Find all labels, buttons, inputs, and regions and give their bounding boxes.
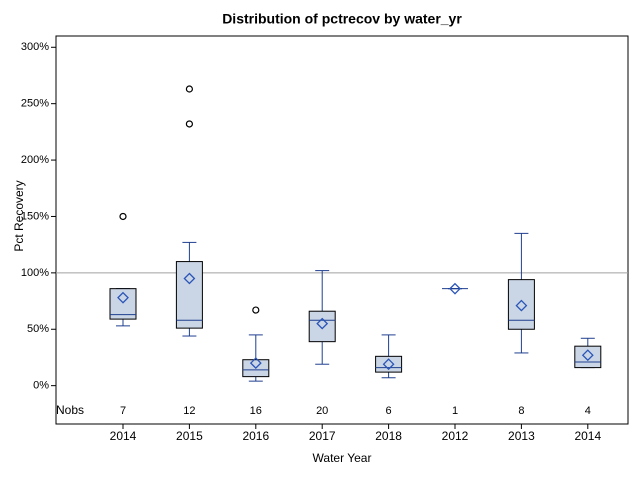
x-tick-label: 2015 [176,429,203,443]
y-tick-label: 50% [27,323,49,335]
mean-marker [117,291,129,304]
x-tick-label: 2014 [110,429,137,443]
box [375,355,403,373]
y-tick-label: 300% [21,41,49,53]
nobs-label: Nobs [56,403,84,417]
y-tick-label: 100% [21,267,49,279]
nobs-value: 12 [183,405,195,417]
nobs-value: 20 [316,405,328,417]
mean-marker [249,357,262,370]
chart-title: Distribution of pctrecov by water_yr [222,11,462,27]
outlier [119,212,127,221]
y-tick-label: 250% [21,98,49,110]
mean-marker [449,282,461,295]
nobs-value: 4 [585,405,591,417]
y-tick-label: 0% [33,380,49,392]
mean-marker [183,272,196,285]
box [308,310,336,343]
outlier [185,120,193,128]
plot-frame [55,35,629,425]
x-tick-label: 2018 [375,429,402,443]
y-tick-label: 200% [21,154,49,166]
y-axis-label: Pct Recovery [12,180,26,251]
nobs-value: 16 [250,405,262,417]
outlier [185,85,193,93]
nobs-value: 6 [386,405,392,417]
nobs-value: 1 [452,405,458,417]
mean-marker [515,299,528,312]
box [109,288,137,320]
nobs-value: 7 [120,405,126,417]
outlier [252,306,260,314]
x-tick-label: 2013 [508,429,535,443]
x-tick-label: 2017 [309,429,336,443]
x-tick-label: 2014 [574,429,601,443]
x-tick-label: 2016 [242,429,269,443]
y-tick-label: 150% [21,210,49,222]
x-axis-label: Water Year [313,451,372,465]
mean-marker [382,358,395,371]
box [175,261,203,329]
x-tick-label: 2012 [442,429,469,443]
nobs-value: 8 [518,405,524,417]
mean-marker [316,317,329,330]
box [507,279,535,330]
mean-marker [581,349,594,362]
